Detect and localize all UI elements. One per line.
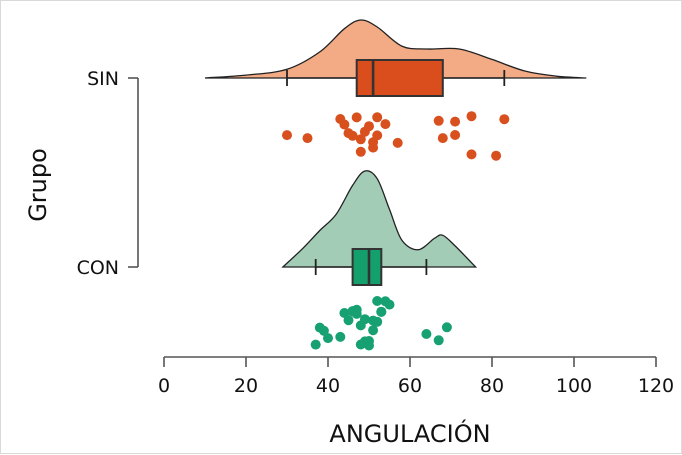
data-point-sin bbox=[347, 130, 358, 141]
data-point-con bbox=[368, 325, 379, 336]
data-point-con bbox=[323, 333, 333, 344]
category-label-con: CON bbox=[77, 257, 119, 279]
data-point-sin bbox=[351, 112, 362, 123]
density-cloud-sin bbox=[204, 19, 587, 79]
y-axis-title: Grupo bbox=[24, 148, 52, 222]
data-point-sin bbox=[372, 130, 383, 141]
data-point-sin bbox=[433, 115, 444, 126]
data-point-con bbox=[359, 314, 370, 325]
data-point-con bbox=[376, 306, 387, 317]
data-point-con bbox=[310, 339, 321, 350]
x-axis: 0 20 40 60 80 100 120 ANGULACIÓN bbox=[158, 356, 674, 448]
data-point-sin bbox=[450, 116, 461, 127]
density-layer bbox=[204, 19, 587, 268]
data-point-sin bbox=[372, 112, 383, 123]
data-point-sin bbox=[380, 119, 391, 130]
data-point-sin bbox=[302, 133, 313, 144]
category-label-sin: SIN bbox=[87, 68, 119, 90]
data-point-con bbox=[318, 325, 329, 336]
data-point-con bbox=[364, 340, 374, 351]
y-axis: SIN CON Grupo bbox=[24, 68, 139, 279]
x-tick-label: 60 bbox=[398, 375, 422, 397]
x-tick-label: 20 bbox=[234, 375, 258, 397]
x-ticks: 0 20 40 60 80 100 120 bbox=[158, 357, 674, 397]
data-point-sin bbox=[355, 146, 366, 157]
data-point-con bbox=[343, 315, 354, 326]
data-point-con bbox=[421, 329, 432, 339]
x-axis-title: ANGULACIÓN bbox=[329, 418, 490, 448]
data-point-sin bbox=[466, 149, 477, 160]
data-point-sin bbox=[355, 134, 366, 145]
data-point-con bbox=[433, 335, 444, 346]
boxplot-layer bbox=[286, 59, 506, 286]
density-cloud-con bbox=[281, 170, 478, 268]
data-point-sin bbox=[466, 111, 477, 122]
data-point-sin bbox=[392, 137, 403, 148]
box-sin bbox=[355, 59, 444, 97]
data-point-con bbox=[335, 331, 346, 342]
x-tick-label: 80 bbox=[480, 375, 504, 397]
x-tick-label: 100 bbox=[556, 375, 592, 397]
data-point-con bbox=[441, 322, 452, 333]
data-point-sin bbox=[364, 121, 374, 132]
x-tick-label: 40 bbox=[316, 375, 340, 397]
data-point-con bbox=[372, 296, 383, 306]
data-point-sin bbox=[491, 150, 502, 161]
data-point-sin bbox=[339, 119, 350, 130]
data-point-con bbox=[351, 308, 362, 319]
data-point-sin bbox=[450, 130, 461, 140]
data-point-con bbox=[372, 316, 383, 327]
data-point-sin bbox=[437, 133, 448, 144]
data-point-con bbox=[384, 299, 395, 310]
x-tick-label: 0 bbox=[158, 375, 170, 397]
x-tick-label: 120 bbox=[638, 375, 674, 397]
data-point-sin bbox=[499, 114, 510, 125]
data-point-sin bbox=[282, 130, 292, 141]
box-con bbox=[351, 248, 383, 286]
points-layer bbox=[282, 111, 510, 351]
